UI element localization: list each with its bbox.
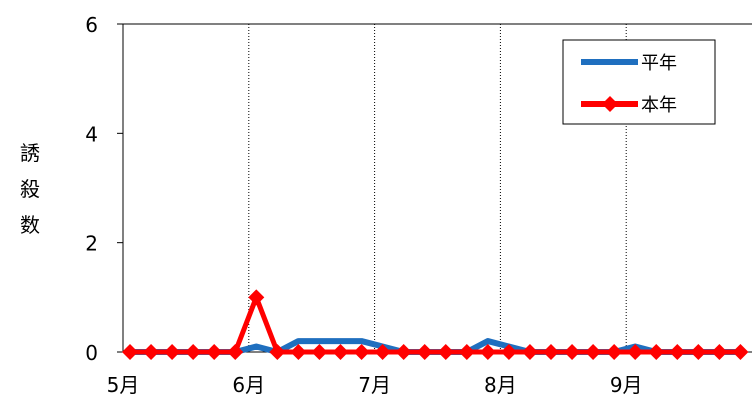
data-point [732,344,749,360]
data-point [416,344,433,360]
data-point [185,344,202,360]
data-point [521,344,538,360]
x-tick-label: 7月 [358,373,391,397]
x-tick-label: 8月 [484,373,517,397]
y-tick-label: 0 [85,341,98,365]
y-tick-label: 4 [85,122,98,146]
data-point [606,344,623,360]
data-point [227,344,244,360]
data-point [627,344,644,360]
data-point [479,344,496,360]
data-point [437,344,454,360]
legend-marker [602,96,618,112]
data-point [669,344,686,360]
data-point [585,344,602,360]
data-point [269,344,286,360]
data-point [648,344,665,360]
legend-box [562,39,716,125]
legend-label: 本年 [641,95,677,116]
legend-label: 平年 [641,53,677,74]
y-tick-label: 6 [85,13,98,37]
data-point [564,344,581,360]
data-point [143,344,160,360]
data-point [164,344,181,360]
data-point [543,344,559,360]
data-point [122,344,138,360]
y-tick-label: 2 [85,232,98,256]
data-point [690,344,707,360]
x-tick-label: 6月 [232,373,265,397]
y-axis-label: 誘殺数 [20,141,40,237]
data-point [332,344,349,360]
data-point [500,344,517,360]
data-point [206,344,223,360]
data-point [311,344,328,360]
series-line [130,294,741,355]
data-point [458,344,475,360]
data-point [711,344,728,360]
data-point [353,344,370,360]
data-point [248,289,265,306]
data-point [395,344,412,360]
data-point [290,344,307,360]
plot-area: 0 2 4 6 5月 6月 7月 8月 9月 [85,13,752,397]
data-point [374,344,391,360]
x-tick-label: 5月 [107,373,140,397]
x-tick-label: 9月 [610,373,643,397]
